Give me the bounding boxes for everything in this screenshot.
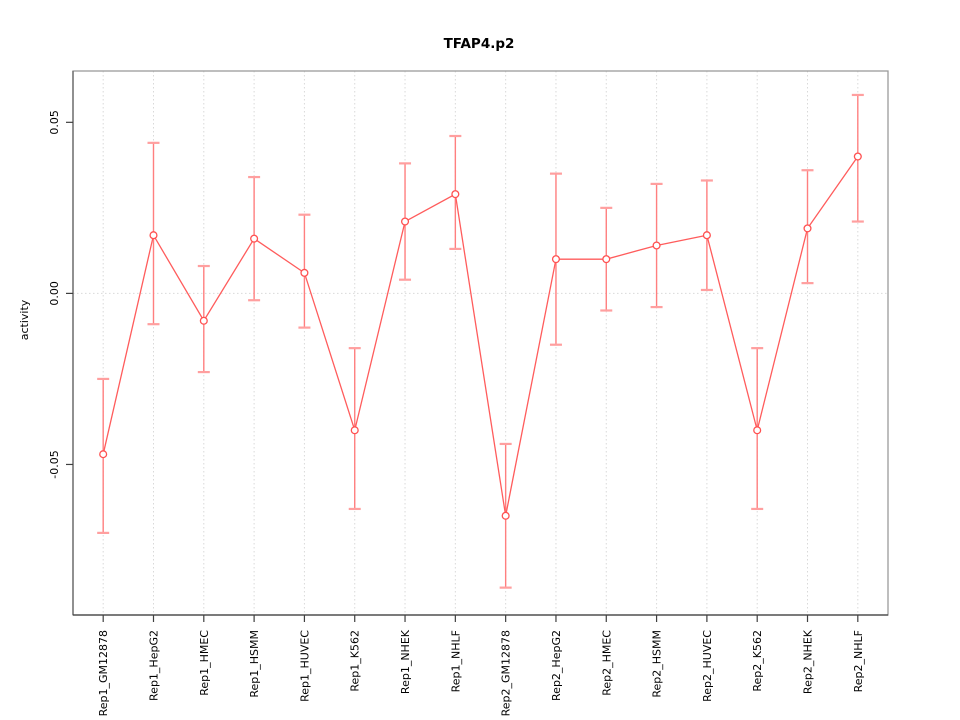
data-point bbox=[702, 231, 711, 240]
data-point bbox=[753, 426, 762, 435]
data-point bbox=[501, 511, 510, 520]
x-axis-tick-label: Rep1_GM12878 bbox=[97, 630, 110, 716]
data-point bbox=[451, 190, 460, 199]
x-axis-tick-label: Rep2_HSMM bbox=[651, 630, 664, 698]
y-axis-label: activity bbox=[18, 299, 31, 340]
chart-title: TFAP4.p2 bbox=[444, 36, 515, 52]
x-axis-tick-label: Rep1_HSMM bbox=[248, 630, 261, 698]
y-axis-tick-label: 0.05 bbox=[48, 110, 61, 135]
data-point bbox=[99, 450, 108, 459]
data-point bbox=[551, 255, 561, 264]
x-axis-tick-label: Rep1_K562 bbox=[349, 630, 362, 692]
x-axis-tick-label: Rep2_NHLF bbox=[852, 630, 865, 692]
data-point bbox=[602, 255, 611, 264]
plot-area: 0.05 0.00 -0.05 Rep1_GM12878 Rep1_HepG2 Rep1_… bbox=[48, 70, 889, 716]
x-axis-tick-label: Rep2_NHEK bbox=[802, 629, 815, 694]
series-line bbox=[102, 156, 859, 516]
data-point bbox=[853, 152, 862, 161]
x-axis-tick-label: Rep1_HMEC bbox=[198, 630, 211, 696]
x-axis-tick-label: Rep1_NHLF bbox=[449, 630, 462, 692]
x-axis-tick-label: Rep2_GM12878 bbox=[500, 630, 513, 716]
data-point bbox=[199, 316, 208, 325]
x-axis-tick-label: Rep1_HUVEC bbox=[298, 630, 311, 702]
data-point bbox=[652, 241, 661, 250]
data-point bbox=[300, 268, 309, 277]
data-point bbox=[350, 426, 359, 435]
x-axis-tick-label: Rep2_K562 bbox=[751, 630, 764, 692]
data-point bbox=[149, 231, 158, 240]
y-axis-tick-label: 0.00 bbox=[48, 281, 61, 306]
data-point bbox=[400, 217, 410, 226]
data-point bbox=[250, 234, 259, 243]
x-axis-tick-label: Rep1_HepG2 bbox=[147, 630, 160, 701]
data-point bbox=[803, 224, 812, 233]
x-axis-tick-label: Rep2_HUVEC bbox=[701, 630, 714, 702]
x-axis-tick-label: Rep1_NHEK bbox=[399, 629, 412, 694]
x-axis-tick-label: Rep2_HMEC bbox=[600, 630, 613, 696]
plot-border bbox=[72, 70, 889, 616]
y-axis-tick-label: -0.05 bbox=[48, 450, 61, 478]
x-axis-tick-label: Rep2_HepG2 bbox=[550, 630, 563, 701]
